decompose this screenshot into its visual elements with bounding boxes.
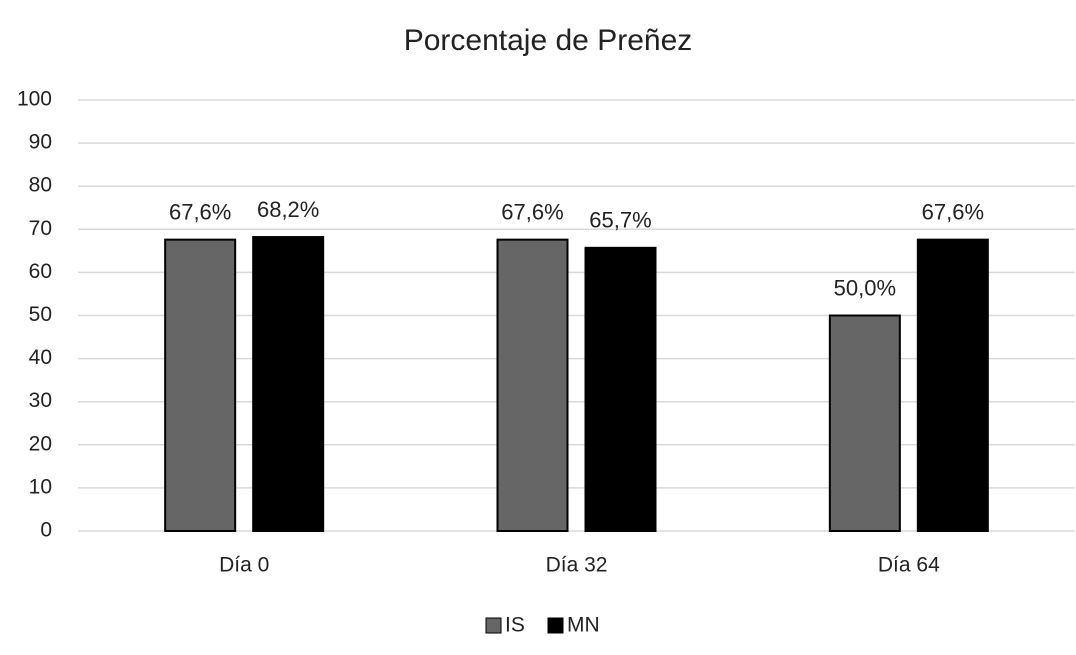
y-tick-label: 20 [29,432,52,455]
y-tick-label: 0 [40,519,52,542]
bar [828,314,901,532]
bar [252,236,325,532]
chart-title: Porcentaje de Preñez [404,24,693,57]
bar [584,246,657,532]
y-tick-label: 60 [29,260,52,283]
legend-label: MN [567,614,600,637]
bar [496,238,569,532]
value-label: 68,2% [257,197,319,222]
value-label: 67,6% [501,199,563,224]
value-label: 50,0% [834,275,896,300]
x-tick-label: Día 32 [546,554,608,577]
x-tick-label: Día 0 [219,554,269,577]
value-label: 67,6% [169,199,231,224]
y-tick-label: 80 [29,174,52,197]
legend-swatch [485,617,502,634]
bar [916,238,989,532]
y-tick-label: 10 [29,475,52,498]
legend-label: IS [505,614,525,637]
value-label: 67,6% [922,199,984,224]
legend-swatch [547,617,564,634]
y-tick-label: 50 [29,303,52,326]
bar [164,238,237,532]
x-tick-label: Día 64 [878,554,940,577]
y-tick-label: 30 [29,389,52,412]
value-label: 65,7% [589,208,651,233]
y-tick-label: 90 [29,131,52,154]
y-tick-label: 70 [29,217,52,240]
y-tick-label: 40 [29,346,52,369]
y-tick-label: 100 [17,88,52,111]
